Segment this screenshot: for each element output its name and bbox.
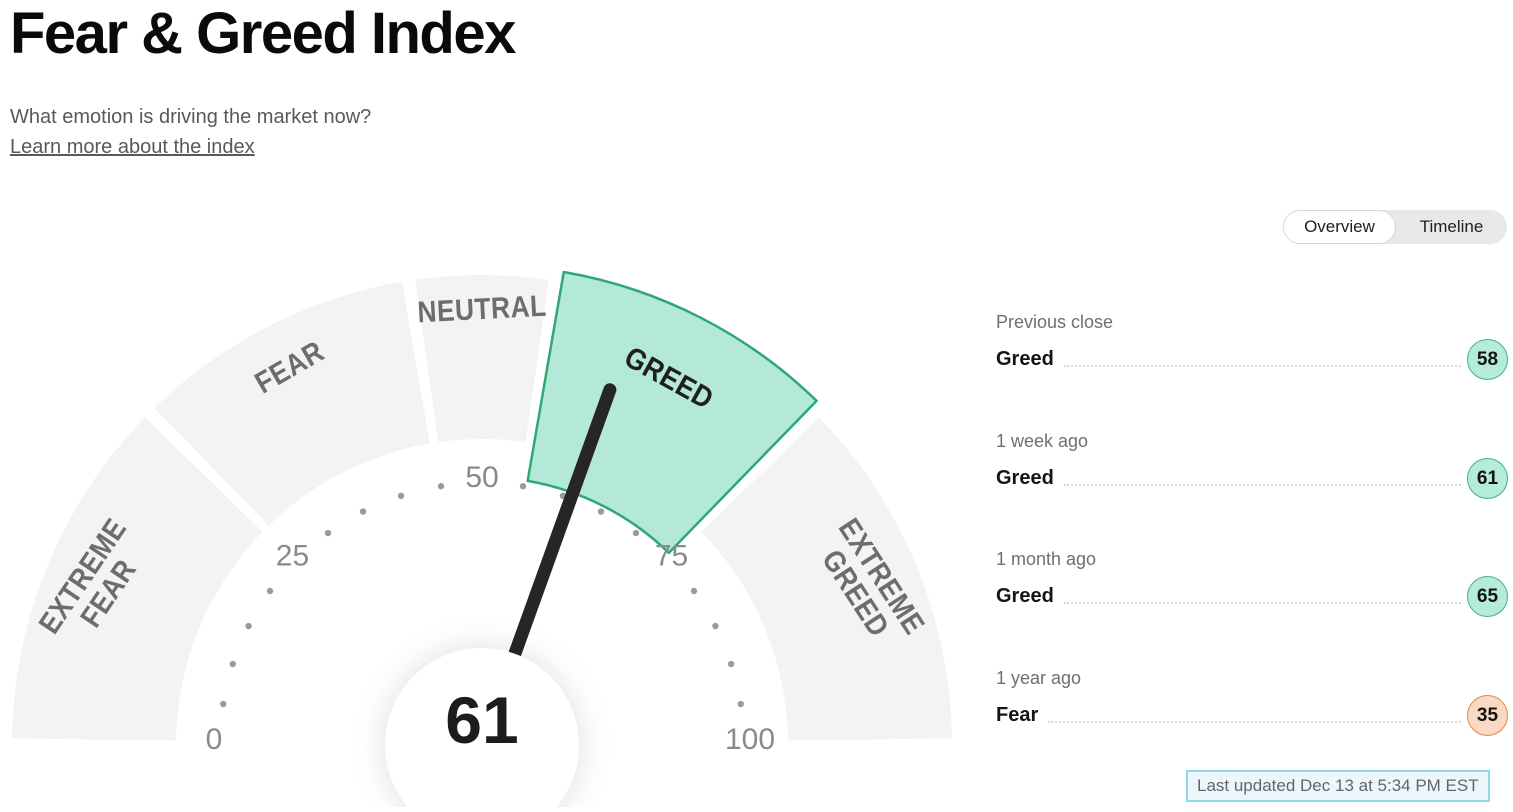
- gauge-segment-neutral: [415, 275, 549, 443]
- gauge-svg: EXTREMEFEARFEARNEUTRALGREEDEXTREMEGREED0…: [12, 270, 952, 812]
- gauge-tick-dot: [437, 483, 445, 490]
- value-badge: 35: [1467, 695, 1508, 736]
- dotted-leader: [1063, 483, 1461, 486]
- page-title: Fear & Greed Index: [10, 1, 516, 66]
- gauge-tick-label: 75: [655, 539, 688, 572]
- gauge-tick-label: 50: [465, 461, 498, 494]
- gauge-tick-label: 25: [276, 539, 309, 572]
- gauge-tick-dot: [229, 660, 237, 668]
- dotted-leader: [1048, 720, 1461, 723]
- history-period: Previous close: [996, 312, 1114, 332]
- history-sentiment: Greed: [996, 348, 1054, 370]
- gauge-segment-fear: [154, 281, 430, 526]
- value-badge: 61: [1467, 458, 1508, 499]
- history-row-1-year: 1 year ago Fear 35: [996, 668, 1508, 740]
- gauge-center-circle: [385, 648, 579, 812]
- value-badge: 65: [1467, 576, 1508, 617]
- gauge-tick-dot: [712, 622, 719, 630]
- page-subtitle: What emotion is driving the market now?: [10, 106, 372, 128]
- gauge-tick-dot: [359, 508, 367, 515]
- history-sentiment: Fear: [996, 704, 1039, 726]
- gauge-segment-extreme-fear: [12, 417, 263, 741]
- last-updated-badge: Last updated Dec 13 at 5:34 PM EST: [1186, 770, 1490, 802]
- gauge-tick-dot: [397, 492, 405, 500]
- history-row-1-month: 1 month ago Greed 65: [996, 549, 1508, 621]
- fear-greed-gauge: EXTREMEFEAR FEAR NEUTRAL GREED EXTREMEGREED 0…: [5, 240, 965, 812]
- dotted-leader: [1063, 601, 1461, 604]
- history-row-1-week: 1 week ago Greed 61: [996, 431, 1508, 503]
- value-badge: 58: [1467, 339, 1508, 380]
- tab-timeline[interactable]: Timeline: [1419, 217, 1484, 236]
- history-period: 1 week ago: [996, 431, 1089, 451]
- gauge-tick-dot: [690, 587, 698, 595]
- gauge-tick-dot: [737, 700, 744, 708]
- dotted-leader: [1063, 364, 1461, 367]
- gauge-tick-dot: [519, 483, 527, 490]
- gauge-tick-dot: [220, 700, 227, 708]
- gauge-tick-dot: [266, 587, 274, 595]
- gauge-tick-dot: [324, 529, 332, 537]
- gauge-tick-dot: [727, 660, 735, 668]
- gauge-segment-extreme-greed: [701, 417, 952, 741]
- gauge-current-value: 61: [445, 683, 518, 757]
- gauge-tick-label: 0: [206, 723, 223, 756]
- gauge-tick-dot: [245, 622, 252, 630]
- gauge-segment-label: NEUTRAL: [417, 288, 548, 329]
- gauge-tick-dot: [632, 529, 640, 537]
- history-period: 1 month ago: [996, 549, 1097, 569]
- history-sentiment: Greed: [996, 467, 1054, 489]
- gauge-tick-label: 100: [725, 723, 775, 756]
- history-period: 1 year ago: [996, 668, 1082, 688]
- gauge-tick-dot: [597, 508, 605, 515]
- history-sentiment: Greed: [996, 585, 1054, 607]
- view-toggle: Overview Timeline: [1283, 210, 1507, 244]
- tab-overview[interactable]: Overview: [1283, 210, 1396, 244]
- learn-more-link[interactable]: Learn more about the index: [10, 136, 255, 158]
- history-row-previous-close: Previous close Greed 58: [996, 312, 1508, 384]
